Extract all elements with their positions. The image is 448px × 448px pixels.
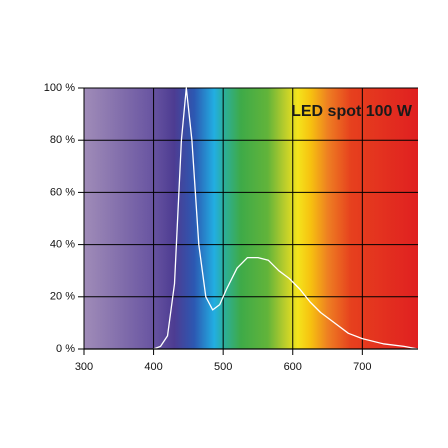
y-tick-label: 100 % [44, 82, 75, 94]
y-tick-label: 80 % [50, 134, 75, 146]
y-tick-label: 20 % [50, 291, 75, 303]
x-tick-label: 400 [144, 361, 162, 373]
y-tick-label: 0 % [56, 343, 75, 355]
y-tick-label: 60 % [50, 186, 75, 198]
spectrum-line [153, 87, 419, 350]
x-tick-label: 300 [75, 361, 93, 373]
x-tick-label: 700 [353, 361, 371, 373]
x-tick-label: 600 [284, 361, 302, 373]
chart-title: LED spot 100 W [291, 103, 413, 120]
plot-background [84, 88, 418, 349]
x-tick-label: 500 [214, 361, 232, 373]
y-tick-label: 40 % [50, 239, 75, 251]
